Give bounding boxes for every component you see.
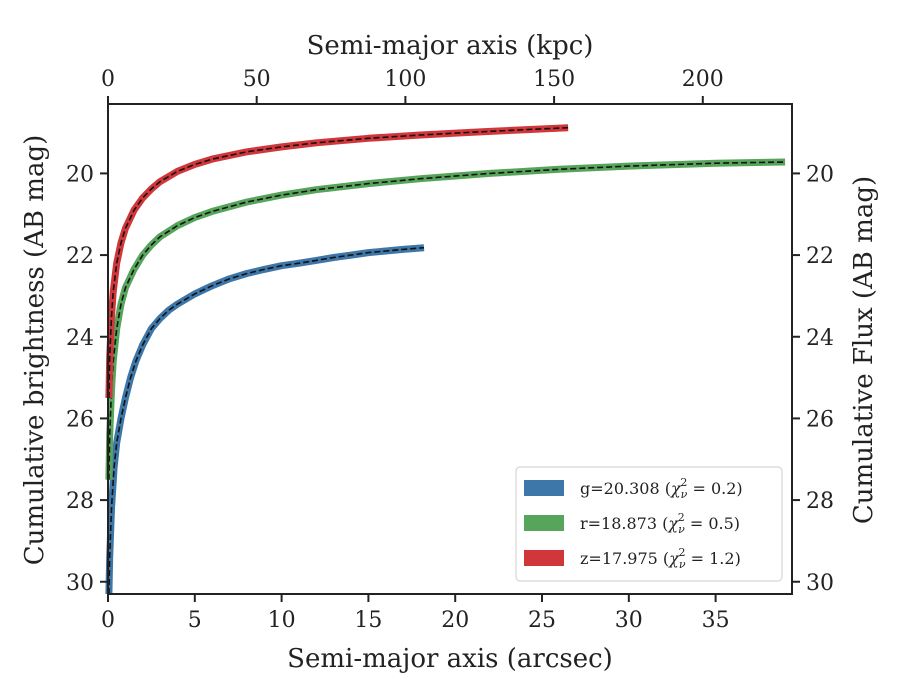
x-tick-label-5: 25 xyxy=(528,608,556,633)
legend-box xyxy=(515,466,783,582)
right-y-tick-label-5: 30 xyxy=(806,571,834,596)
axes: 0 5 10 15 20 25 30 35 0 50 100 150 200 20 20 22 22 24 24 26… xyxy=(66,67,834,633)
right-y-tick-label-3: 26 xyxy=(806,407,834,432)
top-x-tick-label-3: 150 xyxy=(533,67,575,92)
right-y-tick-label-4: 28 xyxy=(806,489,834,514)
legend-swatch-0 xyxy=(524,480,564,496)
x-tick-label-0: 0 xyxy=(101,608,115,633)
top-x-axis-title: Semi-major axis (kpc) xyxy=(307,31,594,61)
x-tick-label-2: 10 xyxy=(268,608,296,633)
top-x-tick-label-4: 200 xyxy=(682,67,724,92)
x-tick-label-7: 35 xyxy=(702,608,730,633)
series-band-1 xyxy=(105,158,786,480)
y-tick-label-1: 22 xyxy=(66,244,94,269)
y-tick-label-4: 28 xyxy=(66,489,94,514)
series-band-2 xyxy=(105,124,569,399)
top-x-tick-label-0: 0 xyxy=(101,67,115,92)
legend-label-0: g=20.308 (χν2 = 0.2) xyxy=(580,476,743,501)
y-tick-label-2: 24 xyxy=(66,326,94,351)
x-tick-label-6: 30 xyxy=(615,608,643,633)
series-median-line-2 xyxy=(108,126,569,399)
top-x-tick-label-2: 100 xyxy=(384,67,426,92)
right-y-tick-label-0: 20 xyxy=(806,162,834,187)
plot-frame xyxy=(107,103,793,595)
series-median-line-1 xyxy=(108,161,786,480)
legend-label-2: z=17.975 (χν2 = 1.2) xyxy=(580,546,741,571)
top-x-tick-label-1: 50 xyxy=(243,67,271,92)
x-tick-label-3: 15 xyxy=(354,608,382,633)
y-tick-label-0: 20 xyxy=(66,162,94,187)
series-band-0 xyxy=(105,244,425,595)
y-axis-title: Cumulative brightness (AB mag) xyxy=(20,135,50,566)
right-y-axis-title: Cumulative Flux (AB mag) xyxy=(849,176,879,524)
legend-swatch-2 xyxy=(524,550,564,566)
legend: g=20.308 (χν2 = 0.2) r=18.873 (χν2 = 0.5)… xyxy=(515,466,783,582)
plot-area xyxy=(105,124,786,595)
right-y-tick-label-2: 24 xyxy=(806,326,834,351)
y-tick-label-5: 30 xyxy=(66,571,94,596)
x-tick-label-4: 20 xyxy=(441,608,469,633)
legend-swatch-1 xyxy=(524,515,564,531)
series-median-line-0 xyxy=(108,246,425,595)
x-tick-label-1: 5 xyxy=(188,608,202,633)
x-axis-title: Semi-major axis (arcsec) xyxy=(287,644,613,674)
y-tick-label-3: 26 xyxy=(66,407,94,432)
legend-label-1: r=18.873 (χν2 = 0.5) xyxy=(580,511,740,536)
right-y-tick-label-1: 22 xyxy=(806,244,834,269)
